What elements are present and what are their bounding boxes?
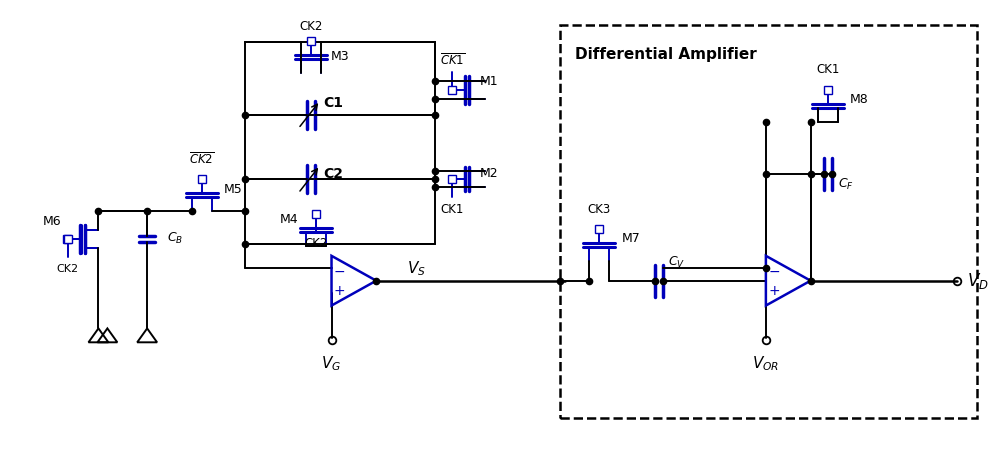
Text: $V_S$: $V_S$ bbox=[407, 259, 426, 278]
Text: $V_G$: $V_G$ bbox=[322, 354, 342, 373]
Text: $C_F$: $C_F$ bbox=[838, 177, 854, 192]
Text: C1: C1 bbox=[323, 96, 343, 110]
Text: $-$: $-$ bbox=[334, 264, 346, 278]
Bar bbox=[63, 235, 71, 243]
Text: M5: M5 bbox=[224, 183, 243, 196]
Text: $\overline{CK2}$: $\overline{CK2}$ bbox=[189, 151, 215, 167]
Text: $C_B$: $C_B$ bbox=[167, 231, 183, 246]
Text: M6: M6 bbox=[43, 214, 62, 228]
Bar bbox=[198, 175, 206, 183]
Text: CK1: CK1 bbox=[816, 63, 840, 77]
Text: M7: M7 bbox=[621, 232, 640, 246]
Bar bbox=[559, 25, 977, 418]
Bar bbox=[449, 175, 457, 183]
Text: M1: M1 bbox=[480, 75, 499, 89]
Text: Differential Amplifier: Differential Amplifier bbox=[574, 47, 756, 62]
Text: C2: C2 bbox=[323, 168, 343, 181]
Text: $-$: $-$ bbox=[768, 264, 780, 278]
Text: CK2: CK2 bbox=[300, 20, 323, 33]
Text: $C_V$: $C_V$ bbox=[668, 255, 685, 270]
Bar bbox=[824, 86, 832, 94]
Bar bbox=[64, 235, 72, 243]
Bar bbox=[307, 37, 315, 45]
Text: $V_{OR}$: $V_{OR}$ bbox=[752, 354, 779, 373]
Text: M3: M3 bbox=[331, 50, 350, 62]
Bar bbox=[595, 225, 603, 233]
Text: $+$: $+$ bbox=[334, 284, 346, 297]
Text: $+$: $+$ bbox=[768, 284, 780, 297]
Text: CK2: CK2 bbox=[57, 264, 79, 274]
Bar bbox=[449, 86, 457, 94]
Text: M8: M8 bbox=[850, 93, 868, 106]
Text: M4: M4 bbox=[280, 213, 299, 225]
Text: CK3: CK3 bbox=[587, 202, 611, 216]
Text: CK2: CK2 bbox=[305, 237, 328, 251]
Text: M2: M2 bbox=[480, 167, 499, 180]
Bar bbox=[312, 210, 320, 218]
Text: $\overline{CK1}$: $\overline{CK1}$ bbox=[440, 52, 465, 68]
Text: $V_D$: $V_D$ bbox=[967, 271, 989, 291]
Text: CK1: CK1 bbox=[441, 202, 464, 216]
